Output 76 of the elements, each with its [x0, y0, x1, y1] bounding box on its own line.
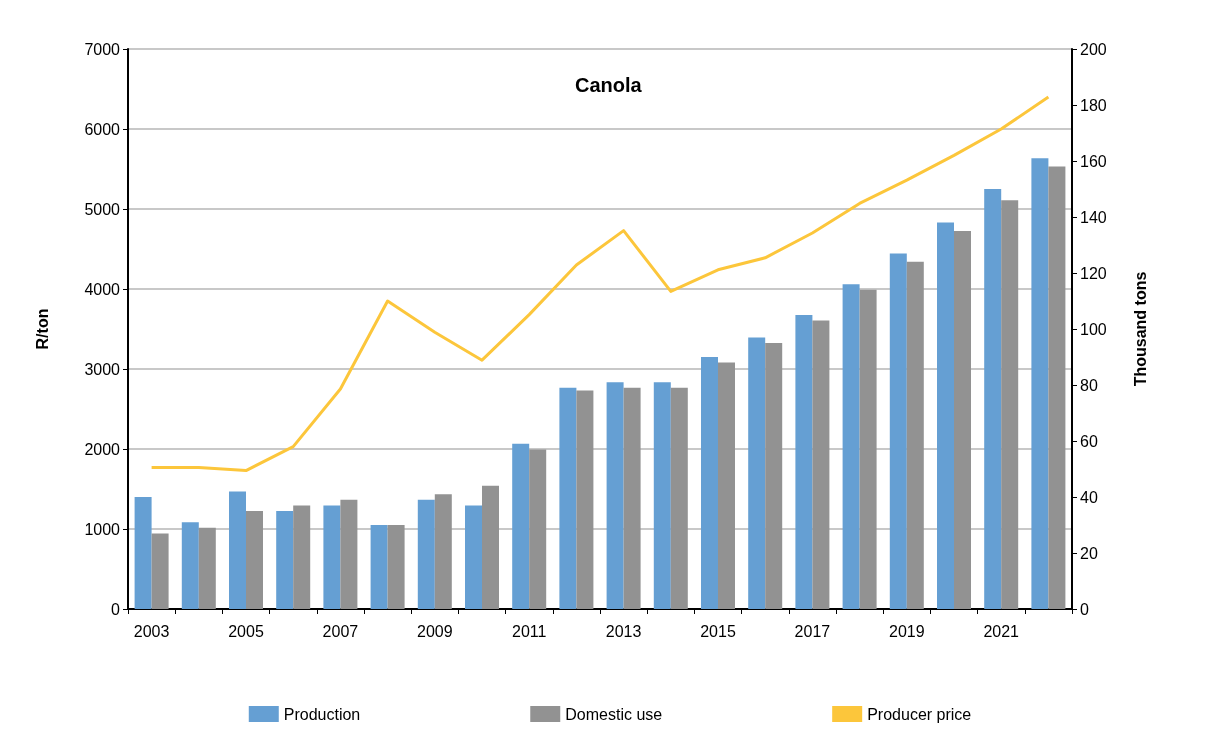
bar [229, 491, 246, 609]
y2-tick-label: 100 [1080, 320, 1107, 338]
bar [623, 387, 641, 609]
bar [134, 497, 152, 609]
y-tick-label: 2000 [84, 440, 121, 458]
y-tick-label: 1000 [84, 520, 121, 538]
y2-tick-label: 20 [1080, 544, 1098, 562]
legend-label: Domestic use [565, 705, 663, 723]
bar [434, 494, 452, 609]
bar [1031, 158, 1049, 609]
y2-tick-label: 0 [1080, 600, 1089, 618]
bar [670, 387, 688, 609]
bar [340, 499, 358, 609]
bar [529, 449, 547, 609]
bar [246, 511, 263, 609]
x-tick-label: 2011 [512, 622, 547, 640]
y2-axis-title: Thousand tons [1131, 271, 1149, 387]
bar [906, 261, 924, 609]
bar [417, 499, 435, 609]
y-tick-label: 7000 [84, 40, 121, 58]
x-tick-label: 2005 [228, 622, 264, 640]
x-tick-label: 2007 [322, 622, 359, 640]
bar [653, 382, 671, 609]
bar [795, 315, 813, 609]
x-tick-label: 2017 [794, 622, 831, 640]
y2-tick-label: 120 [1080, 264, 1107, 282]
x-tick-label: 2013 [605, 622, 642, 640]
text: Canola [575, 74, 643, 96]
bar [954, 231, 971, 609]
y-tick-label: 6000 [84, 120, 121, 138]
bar [387, 525, 405, 609]
y2-tick-label: 80 [1080, 376, 1098, 394]
bar [465, 505, 482, 609]
bar [151, 533, 169, 609]
y2-tick-label: 200 [1080, 40, 1107, 58]
bar [1001, 200, 1019, 609]
y-tick-label: 3000 [84, 360, 121, 378]
bar [748, 337, 766, 609]
y2-tick-label: 60 [1080, 432, 1098, 450]
bar [323, 505, 341, 609]
x-tick-label: 2003 [133, 622, 170, 640]
bar [576, 390, 594, 609]
x-tick-label: 2019 [889, 622, 925, 640]
bar [937, 222, 954, 609]
bar [370, 525, 388, 609]
bar [276, 511, 294, 609]
bar [512, 443, 530, 609]
bar [984, 189, 1002, 609]
bar [559, 387, 577, 609]
y2-tick-label: 180 [1080, 96, 1107, 114]
y-axis-title: R/ton [33, 308, 51, 350]
bar [198, 527, 216, 609]
x-tick-label: 2009 [417, 622, 453, 640]
bar [859, 289, 877, 609]
y2-tick-label: 40 [1080, 488, 1098, 506]
bar [718, 362, 735, 609]
bar [842, 284, 860, 609]
x-tick-label: 2021 [983, 622, 1020, 640]
bar [606, 382, 624, 609]
x-tick-label: 2015 [700, 622, 736, 640]
y2-tick-label: 140 [1080, 208, 1107, 226]
bar [293, 505, 311, 609]
bar [812, 320, 830, 609]
bar [889, 253, 907, 609]
y-tick-label: 5000 [84, 200, 121, 218]
y-tick-label: 4000 [84, 280, 121, 298]
y2-tick-label: 160 [1080, 152, 1107, 170]
line-series [150, 95, 1050, 473]
bar [482, 485, 499, 609]
y-tick-label: 0 [111, 600, 121, 618]
legend-label: Producer price [867, 705, 972, 723]
legend-label: Production [283, 705, 361, 723]
bar [181, 522, 199, 609]
bar [701, 357, 718, 609]
bar [765, 343, 783, 609]
bar [1048, 166, 1066, 609]
